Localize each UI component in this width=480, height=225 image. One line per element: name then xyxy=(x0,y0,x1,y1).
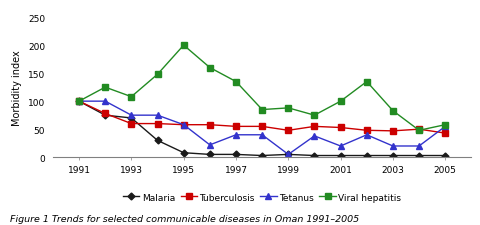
Tetanus xyxy=(415,145,421,148)
Viral hepatitis xyxy=(233,81,239,83)
Malaria xyxy=(389,155,395,157)
Tuberculosis xyxy=(389,130,395,133)
Malaria xyxy=(337,155,343,157)
Tetanus xyxy=(155,114,160,117)
Tetanus xyxy=(233,134,239,137)
Tetanus xyxy=(128,114,134,117)
Tetanus xyxy=(102,100,108,103)
Line: Tetanus: Tetanus xyxy=(76,99,447,158)
Tuberculosis xyxy=(206,124,212,126)
Malaria xyxy=(206,153,212,156)
Tuberculosis xyxy=(285,129,290,132)
Malaria xyxy=(363,155,369,157)
Malaria xyxy=(442,155,447,157)
Line: Malaria: Malaria xyxy=(76,99,447,158)
Tuberculosis xyxy=(76,100,82,103)
Tuberculosis xyxy=(102,113,108,115)
Malaria xyxy=(128,117,134,120)
Tetanus xyxy=(311,135,317,138)
Tetanus xyxy=(389,145,395,148)
Line: Tuberculosis: Tuberculosis xyxy=(76,99,447,136)
Viral hepatitis xyxy=(337,100,343,103)
Line: Viral hepatitis: Viral hepatitis xyxy=(76,43,447,133)
Tetanus xyxy=(76,100,82,103)
Viral hepatitis xyxy=(206,67,212,70)
Viral hepatitis xyxy=(415,129,421,132)
Malaria xyxy=(233,153,239,156)
Tetanus xyxy=(180,124,186,126)
Tuberculosis xyxy=(180,124,186,126)
Malaria xyxy=(76,100,82,103)
Viral hepatitis xyxy=(102,86,108,89)
Tuberculosis xyxy=(415,128,421,131)
Tuberculosis xyxy=(311,126,317,128)
Tuberculosis xyxy=(363,129,369,132)
Viral hepatitis xyxy=(442,124,447,126)
Tuberculosis xyxy=(337,127,343,129)
Malaria xyxy=(155,140,160,142)
Viral hepatitis xyxy=(155,74,160,76)
Tetanus xyxy=(337,145,343,148)
Malaria xyxy=(102,114,108,117)
Tetanus xyxy=(363,134,369,137)
Text: Figure 1 Trends for selected communicable diseases in Oman 1991–2005: Figure 1 Trends for selected communicabl… xyxy=(10,214,358,223)
Tetanus xyxy=(442,126,447,128)
Malaria xyxy=(285,153,290,156)
Tetanus xyxy=(259,134,264,137)
Malaria xyxy=(415,155,421,157)
Viral hepatitis xyxy=(259,109,264,111)
Malaria xyxy=(311,155,317,157)
Tuberculosis xyxy=(442,132,447,135)
Viral hepatitis xyxy=(180,45,186,47)
Tetanus xyxy=(206,144,212,146)
Viral hepatitis xyxy=(389,110,395,112)
Viral hepatitis xyxy=(76,100,82,103)
Tuberculosis xyxy=(155,123,160,125)
Malaria xyxy=(259,155,264,157)
Tuberculosis xyxy=(259,126,264,128)
Tetanus xyxy=(285,153,290,156)
Viral hepatitis xyxy=(311,114,317,117)
Viral hepatitis xyxy=(363,81,369,83)
Y-axis label: Morbidity index: Morbidity index xyxy=(12,50,23,126)
Legend: Malaria, Tuberculosis, Tetanus, Viral hepatitis: Malaria, Tuberculosis, Tetanus, Viral he… xyxy=(123,193,400,202)
Viral hepatitis xyxy=(128,96,134,99)
Tuberculosis xyxy=(233,126,239,128)
Viral hepatitis xyxy=(285,107,290,110)
Tuberculosis xyxy=(128,123,134,125)
Malaria xyxy=(180,152,186,154)
